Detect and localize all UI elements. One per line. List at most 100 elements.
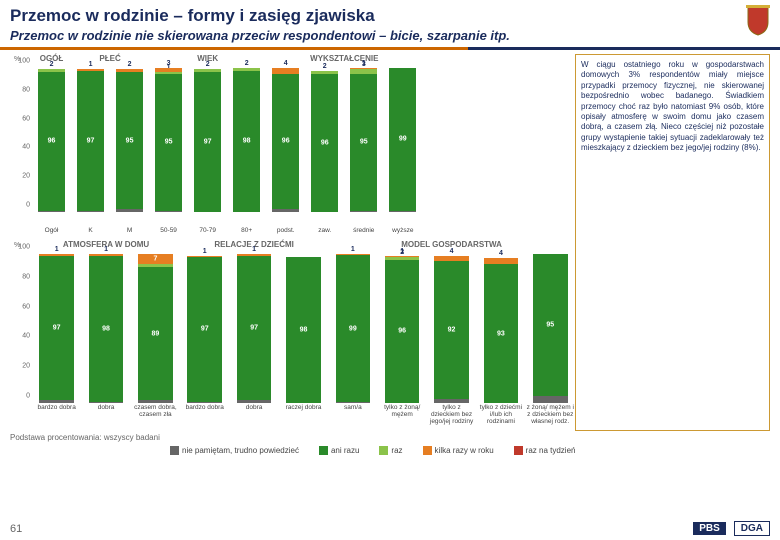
bar: 1991 (336, 254, 371, 403)
legend-item: ani razu (319, 446, 359, 455)
bar-slot: 19513 (149, 68, 188, 212)
bar-segment: 96 (311, 74, 338, 212)
x-label: tylko z dzieckiem bez jego/jej rodziny (427, 404, 476, 425)
crest-icon (744, 4, 772, 36)
x-label: bardzo dobra (180, 404, 229, 425)
bar-slot: 2952 (110, 68, 149, 212)
bar-segment: 96 (385, 260, 420, 403)
bar-segment: 99 (389, 68, 416, 211)
y-axis: 020406080100 (10, 254, 32, 403)
legend-item: raz na tydzień (514, 446, 576, 455)
bar-segment: 96 (38, 72, 65, 210)
bar-segment: 2 (116, 69, 143, 72)
bar-segment: 1 (89, 254, 124, 255)
bar-segment: 1 (350, 211, 377, 212)
bar-slot: 1971 (180, 254, 229, 403)
bar-segment: 2 (116, 209, 143, 212)
bar-segment: 95 (155, 74, 182, 211)
bar-slot: 2964 (266, 68, 305, 212)
bar: 28927 (138, 254, 173, 403)
segment-value: 2 (245, 60, 249, 67)
bar-segment: 1 (389, 211, 416, 212)
page-number: 61 (10, 523, 22, 535)
y-tick: 40 (22, 144, 30, 151)
legend-swatch (319, 446, 328, 455)
x-label: zaw. (305, 227, 344, 234)
segment-value: 1 (400, 248, 404, 255)
bar: 1971 (77, 68, 104, 212)
x-label: 70-79 (188, 227, 227, 234)
bar-segment: 2 (39, 400, 74, 403)
bar-segment: 1 (385, 256, 420, 257)
segment-value: 92 (448, 326, 456, 333)
y-tick: 100 (18, 244, 30, 251)
segment-value: 95 (165, 139, 173, 146)
segment-value: 89 (151, 330, 159, 337)
segment-value: 99 (399, 136, 407, 143)
bar-segment: 4 (484, 258, 519, 264)
bar: 98 (286, 254, 321, 403)
y-tick: 60 (22, 115, 30, 122)
y-tick: 0 (26, 393, 30, 400)
bar-segment: 4 (272, 68, 299, 74)
bar: 19513 (155, 68, 182, 212)
bar-segment: 92 (434, 261, 469, 398)
x-label: podst. (266, 227, 305, 234)
segment-value: 1 (104, 246, 108, 253)
logos: PBS DGA (693, 521, 770, 536)
segment-value: 1 (203, 248, 207, 255)
x-label: sam/a (328, 404, 377, 425)
bar: 982 (233, 68, 260, 212)
segment-value: 98 (102, 325, 110, 332)
group-label: PŁEĆ (71, 54, 149, 63)
bar-slot: 3924 (427, 254, 476, 403)
segment-value: 3 (167, 60, 171, 67)
legend-label: nie pamiętam, trudno powiedzieć (182, 446, 299, 455)
bar: 972 (194, 68, 221, 212)
x-label: średnie (344, 227, 383, 234)
bar-segment: 2 (237, 400, 272, 403)
x-label: 80+ (227, 227, 266, 234)
bar-segment: 93 (484, 264, 519, 403)
segment-value: 96 (48, 138, 56, 145)
bar: 9621 (385, 254, 420, 403)
segment-value: 95 (360, 139, 368, 146)
x-label: M (110, 227, 149, 234)
segment-value: 4 (450, 248, 454, 255)
bar-slot: 962 (305, 68, 344, 212)
bar-segment: 1 (155, 72, 182, 73)
bar-slot: 1971 (71, 68, 110, 212)
bar-segment: 1 (237, 254, 272, 255)
bar: 934 (484, 254, 519, 403)
bar-slot: 1962 (32, 68, 71, 212)
segment-value: 2 (128, 61, 132, 68)
legend-swatch (514, 446, 523, 455)
x-labels-2: bardzo dobradobraczasem dobra, czasem zł… (32, 404, 575, 425)
y-tick: 20 (22, 363, 30, 370)
segment-value: 97 (204, 139, 212, 146)
bar: 19531 (350, 68, 377, 212)
bar-segment: 5 (533, 396, 568, 403)
bar-segment: 1 (187, 256, 222, 257)
bar-segment: 99 (336, 255, 371, 401)
logo-pbs: PBS (693, 522, 726, 535)
segment-value: 2 (206, 61, 210, 68)
bar-segment: 97 (194, 72, 221, 212)
bar-segment: 2 (138, 400, 173, 403)
group-label: WYKSZTAŁCENIE (266, 54, 422, 63)
segment-value: 95 (546, 321, 554, 328)
legend-swatch (379, 446, 388, 455)
footer: 61 PBS DGA (10, 521, 770, 536)
segment-value: 1 (351, 246, 355, 253)
bar-slot: 1981 (81, 254, 130, 403)
segment-value: 97 (53, 324, 61, 331)
y-tick: 0 (26, 202, 30, 209)
bar-segment: 1 (155, 211, 182, 212)
chart-row-2: % 020406080100 ATMOSFERA W DOMURELACJE Z… (10, 240, 575, 425)
segment-value: 1 (252, 246, 256, 253)
segment-value: 97 (87, 137, 95, 144)
description-text: W ciągu ostatniego roku w gospodarstwach… (575, 54, 770, 431)
basis-note: Podstawa procentowania: wszyscy badani (0, 431, 780, 444)
header: Przemoc w rodzinie – formy i zasięg zjaw… (0, 0, 780, 45)
bar-segment: 2 (138, 264, 173, 267)
